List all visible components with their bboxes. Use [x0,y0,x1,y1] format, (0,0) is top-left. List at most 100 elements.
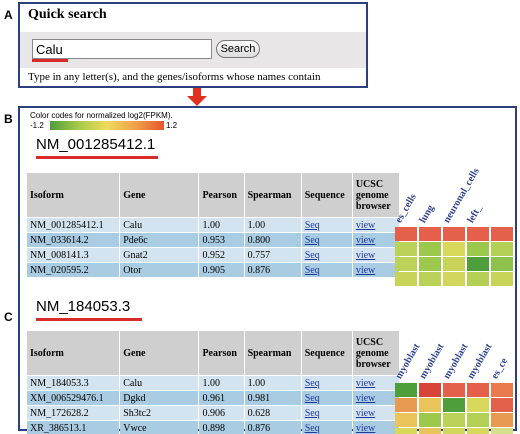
accession-underline-c [36,318,142,321]
sequence-link[interactable]: Seq [304,234,320,246]
heatmap-cell [419,413,441,427]
heatmap-cell [443,428,465,434]
cell-spearman: 1.00 [247,377,266,389]
ucsc-view-link[interactable]: view [355,219,376,231]
heatmap-cell [491,227,513,241]
cell-isoform: NM_033614.2 [30,234,89,246]
cell-isoform-cell: NM_001285412.1 [27,218,120,232]
panel-label-b: B [4,112,13,126]
col-ucsc: UCSC genome browser [352,173,399,217]
sequence-link[interactable]: Seq [304,377,320,389]
col-ucsc: UCSC genome browser [352,331,399,375]
cell-gene-cell: Otor [120,263,199,277]
heatmap-cell [419,242,441,256]
cell-pearson-cell: 0.906 [199,406,244,420]
legend-max: 1.2 [166,121,178,130]
cell-gene: Vwce [123,422,147,434]
cell-pearson-cell: 1.00 [199,376,244,390]
heatmap-column-label: left_ [465,203,485,225]
legend-caption: Color codes for normalized log2(FPKM). [30,111,173,120]
ucsc-view-link[interactable]: view [355,234,376,246]
heatmap-cell [419,383,441,397]
heatmap-cell [395,413,417,427]
col-sequence: Sequence [301,331,352,375]
col-isoform: Isoform [27,173,120,217]
sequence-link-cell: Seq [301,391,352,405]
cell-isoform: XM_006529476.1 [30,392,104,404]
cell-gene: Dgkd [123,392,146,404]
sequence-link[interactable]: Seq [304,422,320,434]
cell-pearson-cell: 0.961 [199,391,244,405]
heatmap-cell [443,227,465,241]
sequence-link-cell: Seq [301,218,352,232]
cell-pearson-cell: 1.00 [199,218,244,232]
sequence-link[interactable]: Seq [304,219,320,231]
cell-gene: Calu [123,219,143,231]
heatmap-column-label: es_ce [489,356,511,381]
cell-isoform: NM_008141.3 [30,249,89,261]
heatmap-cell [491,383,513,397]
table-row: NM_172628.2 Sh3tc2 0.906 0.628 Seq view [27,406,399,420]
cell-pearson: 1.00 [202,219,220,231]
heatmap-cell [419,398,441,412]
ucsc-view-link[interactable]: view [355,407,376,419]
heatmap-cell [395,428,417,434]
cell-spearman: 1.00 [247,219,266,231]
ucsc-view-link[interactable]: view [355,377,376,389]
table-row: NM_020595.2 Otor 0.905 0.876 Seq view [27,263,399,277]
heatmap-cell [443,398,465,412]
sequence-link[interactable]: Seq [304,249,320,261]
legend-min: -1.2 [30,121,44,130]
cell-pearson: 0.906 [202,407,225,419]
heatmap-cell [491,257,513,271]
cell-isoform: NM_184053.3 [30,377,89,389]
ucsc-view-link-cell: view [352,248,399,262]
ucsc-view-link[interactable]: view [355,264,376,276]
ucsc-view-link-cell: view [352,233,399,247]
cell-spearman: 0.876 [247,264,271,276]
search-help-text: Type in any letter(s), and the genes/iso… [28,71,321,83]
cell-isoform: NM_020595.2 [30,264,89,276]
cell-isoform-cell: NM_033614.2 [27,233,120,247]
sequence-link[interactable]: Seq [304,407,320,419]
cell-spearman: 0.981 [247,392,271,404]
cell-isoform-cell: NM_184053.3 [27,376,120,390]
sequence-link[interactable]: Seq [304,392,320,404]
search-input[interactable] [32,39,212,59]
ucsc-view-link[interactable]: view [355,422,376,434]
sequence-link-cell: Seq [301,376,352,390]
sequence-link[interactable]: Seq [304,264,320,276]
accession-underline-b [36,156,158,159]
cell-pearson-cell: 0.898 [199,421,244,434]
heatmap-column-label: es_cells [393,192,419,225]
cell-spearman-cell: 0.876 [244,421,301,434]
cell-gene-cell: Vwce [120,421,199,434]
table-header-row: Isoform Gene Pearson Spearman Sequence U… [27,173,399,217]
heatmap-c: myoblast myoblast myoblast myoblast es_ce [393,324,518,434]
ucsc-view-link[interactable]: view [355,249,376,261]
col-pearson: Pearson [199,173,244,217]
heatmap-b: es_cells lung neuronal_cells left_ [393,166,518,286]
col-spearman: Spearman [244,173,301,217]
ucsc-view-link[interactable]: view [355,392,376,404]
sequence-link-cell: Seq [301,233,352,247]
col-gene: Gene [120,173,199,217]
heatmap-cell [395,383,417,397]
panel-label-a: A [4,8,13,22]
down-arrow-icon [193,88,201,97]
heatmap-cell [443,383,465,397]
cell-spearman: 0.876 [247,422,271,434]
search-button[interactable]: Search [216,40,260,58]
heatmap-cell [419,257,441,271]
heatmap-cell [491,398,513,412]
cell-gene-cell: Pde6c [120,233,199,247]
cell-gene: Calu [123,377,143,389]
panel-label-c: C [4,310,13,324]
heatmap-column-label: lung [417,203,437,225]
cell-spearman-cell: 0.981 [244,391,301,405]
cell-isoform-cell: NM_020595.2 [27,263,120,277]
table-row: NM_008141.3 Gnat2 0.952 0.757 Seq view [27,248,399,262]
cell-isoform-cell: XR_386513.1 [27,421,120,434]
cell-pearson-cell: 0.905 [199,263,244,277]
cell-pearson-cell: 0.953 [199,233,244,247]
